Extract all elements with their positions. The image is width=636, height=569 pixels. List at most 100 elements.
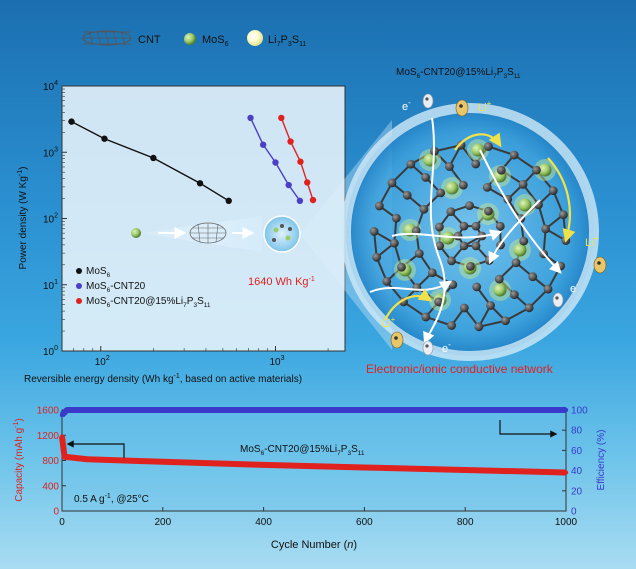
carbon-atom	[509, 150, 519, 160]
carbon-atom	[524, 303, 534, 313]
capacity-point	[362, 465, 367, 470]
li-ion-label: Li+	[585, 234, 599, 249]
ragone-axis-ticks: 100 101 102 103 104 102 103	[43, 80, 329, 368]
legend-marker-lps	[76, 298, 82, 304]
legend-marker-mos6	[76, 268, 82, 274]
cnt-cage	[369, 139, 571, 332]
ragone-series	[68, 114, 317, 204]
li-ion-carrier-icon	[593, 256, 607, 274]
legend-entry-mos6: MoS6	[86, 266, 111, 279]
electron-label: e-	[402, 98, 411, 113]
ragone-point	[101, 135, 108, 142]
efficiency-tick-label: 20	[571, 486, 583, 497]
efficiency-point	[563, 407, 569, 413]
carbon-atom	[446, 207, 456, 217]
cnt-bond	[425, 316, 452, 327]
efficiency-tick-label: 40	[571, 466, 583, 477]
ragone-plot-area	[61, 85, 346, 352]
capacity-axis-arrow-icon	[66, 440, 125, 458]
cycle-tick-label: 0	[59, 517, 65, 528]
efficiency-point	[261, 407, 266, 413]
carbon-atom	[436, 188, 446, 198]
cnt-bond	[488, 145, 515, 156]
electron-carrier-icon	[422, 340, 434, 356]
carbon-atom	[421, 312, 431, 322]
electron-path	[391, 229, 503, 241]
efficiency-point	[160, 407, 165, 413]
carbon-atom	[471, 221, 481, 231]
electron-path	[423, 117, 446, 345]
ragone-y-axis-label: Power density (W Kg-1)	[17, 167, 29, 270]
carbon-atom	[374, 201, 384, 211]
cnt-bond	[391, 163, 412, 184]
cnt-bond	[385, 280, 405, 303]
cycling-series-label: MoS6-CNT20@15%Li7P3S11	[240, 444, 365, 457]
efficiency-point	[59, 412, 65, 418]
capacity-point	[261, 462, 266, 468]
mos6-cluster	[441, 231, 455, 245]
ragone-y-tick-label: 100	[43, 345, 58, 358]
inset-mos6-ball	[131, 228, 141, 238]
cnt-bond	[410, 150, 436, 166]
carbon-atom	[471, 159, 481, 169]
ragone-y-tick-label: 102	[43, 213, 58, 226]
efficiency-tick-label: 60	[571, 446, 583, 457]
cycle-tick-label: 600	[356, 517, 373, 528]
li-ion-label: Li+	[382, 315, 396, 330]
carbon-atom	[532, 165, 541, 175]
carbon-atom	[382, 277, 392, 286]
mos6-legend-label: MoS6	[202, 34, 229, 48]
li-ion-carrier-icon	[455, 99, 469, 117]
carbon-atom	[414, 249, 424, 258]
carbon-atom	[419, 204, 429, 214]
mos6-cluster	[538, 163, 552, 177]
efficiency-axis-arrow-icon	[499, 420, 558, 438]
top-legend: CNT MoS6 Li7P3S11	[82, 30, 306, 48]
li-ion-label: Li+	[478, 99, 492, 114]
carbon-atom	[483, 142, 493, 151]
carbon-atom	[369, 227, 379, 236]
carbon-atom	[486, 301, 495, 310]
carbon-atom	[402, 190, 412, 200]
efficiency-tick-label: 100	[571, 406, 588, 417]
mos6-cluster	[518, 198, 532, 212]
cnt-bond	[535, 169, 555, 192]
carbon-atom	[501, 316, 510, 326]
capacity-tick-label: 1600	[37, 406, 60, 417]
carbon-atom	[509, 290, 519, 300]
ragone-point	[309, 196, 317, 204]
carbon-atom	[466, 261, 475, 271]
li-ion-carrier-icon	[390, 331, 404, 349]
cnt-bond	[528, 288, 549, 309]
ragone-point	[287, 138, 294, 145]
legend-marker-cnt20	[76, 283, 82, 289]
capacity-tick-label: 1200	[37, 431, 60, 442]
carbon-atom	[456, 140, 466, 150]
efficiency-point	[362, 407, 367, 413]
inset-cnt-icon	[189, 222, 227, 244]
ragone-point	[259, 141, 267, 148]
ragone-legend: MoS6 MoS6-CNT20 MoS6-CNT20@15%Li7P3S11	[76, 266, 211, 309]
electron-path	[369, 280, 453, 293]
test-condition-label: 0.5 A g-1, @25°C	[74, 493, 149, 505]
li-ion-path	[454, 132, 502, 151]
carbon-atom	[447, 321, 457, 330]
li-ion-path	[547, 157, 576, 243]
carbon-atom	[389, 238, 399, 248]
cycle-tick-label: 800	[457, 517, 474, 528]
efficiency-axis-label: Efficiency (%)	[596, 430, 607, 491]
cycling-x-axis-label: Cycle Number (n)	[271, 539, 357, 551]
carbon-atom	[558, 210, 568, 220]
carbon-atom	[435, 241, 445, 251]
carbon-atom	[474, 322, 484, 332]
ragone-point	[150, 154, 157, 162]
capacity-tick-label: 400	[42, 481, 59, 492]
carbon-atom	[459, 303, 469, 313]
carbon-atom	[427, 268, 437, 278]
ragone-point	[297, 158, 304, 165]
carbon-atom	[435, 222, 444, 232]
ragone-point	[296, 197, 304, 204]
ragone-point	[278, 114, 285, 122]
carbon-atom	[453, 231, 463, 241]
ragone-x-tick-label: 102	[95, 355, 110, 368]
